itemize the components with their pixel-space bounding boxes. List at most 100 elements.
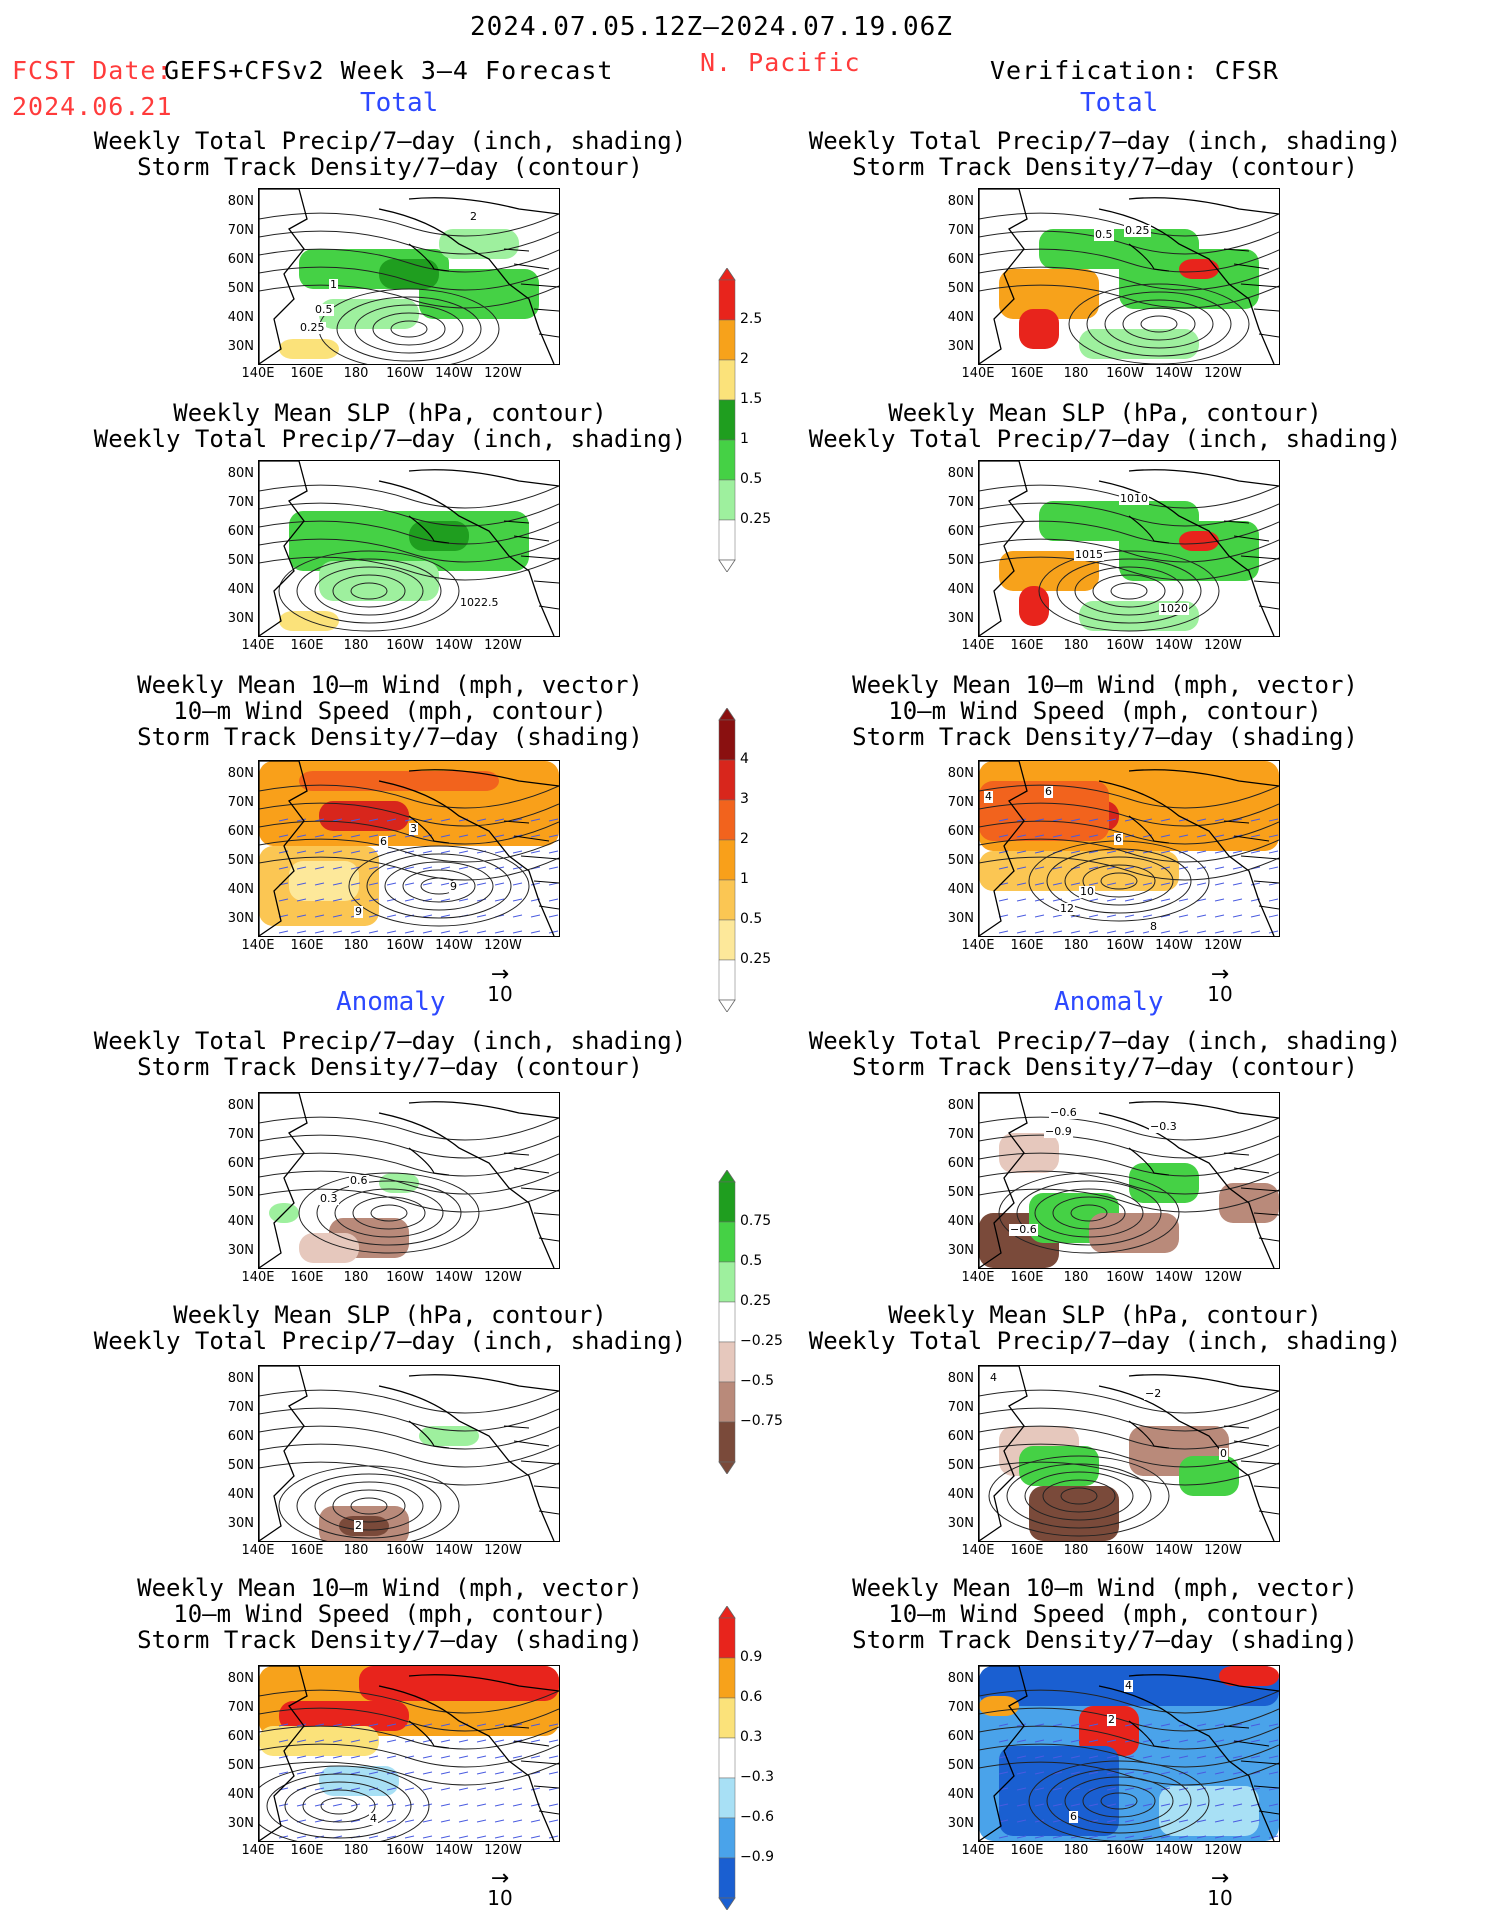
shading-area [1179,531,1219,551]
lat-tick-label: 80N [227,766,254,781]
title-line: Weekly Mean SLP (hPa, contour) [173,1301,607,1329]
colorbar-tick-label: −0.5 [740,1373,774,1389]
lat-tick-label: 40N [227,1214,254,1229]
contour-label: 3 [409,822,418,835]
lon-tick-label: 160E [1010,1270,1044,1285]
lon-tick-label: 140E [241,638,275,653]
colorbar-top-arrow [718,1606,736,1619]
colorbar-segment [718,319,736,361]
title-line: Weekly Mean SLP (hPa, contour) [888,1301,1322,1329]
contour-label: 4 [984,790,993,803]
shading-area [279,339,339,359]
colorbar-tick-label: 0.5 [740,911,763,927]
map-panel-cfsr-anom-wind: 4 2 6 [978,1665,1280,1842]
title-line: Storm Track Density/7–day (shading) [852,1626,1358,1654]
colorbar-tick-label: 0.25 [740,511,772,527]
vector-ref-label: 10 [487,1886,513,1910]
colorbar-tick-label: 0.5 [740,471,763,487]
colorbar-tick-label: 1.5 [740,391,763,407]
lon-tick-label: 160E [1010,366,1044,381]
map-panel-cfsr-total-precip: 0.5 0.25 [978,188,1280,365]
contour-label: 6 [379,835,388,848]
lat-tick-label: 40N [227,1787,254,1802]
colorbar-tick-label: 0.6 [740,1689,763,1705]
lon-tick-label: 160W [1106,638,1144,653]
colorbar-tick-label: 2 [740,831,749,847]
shading-area [1039,229,1199,269]
lon-tick-label: 160W [1106,938,1144,953]
lon-tick-label: 180 [1063,938,1089,953]
lon-tick-label: 140W [435,1270,473,1285]
colorbar-bottom-arrow [718,1897,736,1910]
lat-tick-label: 30N [947,611,974,626]
shading-area [359,1666,559,1701]
lat-tick-label: 30N [947,339,974,354]
lat-tick-label: 60N [947,524,974,539]
title-line: 10–m Wind Speed (mph, contour) [888,697,1322,725]
colorbar-tick-label: 0.3 [740,1729,763,1745]
colorbar-tick-label: 2.5 [740,311,763,327]
colorbar-segment [718,1737,736,1779]
title-fcst-anom-slp: Weekly Mean SLP (hPa, contour) Weekly To… [60,1302,720,1354]
contour-label: −2 [1144,1387,1163,1400]
lat-tick-label: 30N [947,911,974,926]
lat-tick-label: 50N [227,281,254,296]
lon-tick-label: 140W [1155,1843,1193,1858]
colorbar-segment [718,1697,736,1739]
lon-tick-label: 120W [1204,1270,1242,1285]
map-panel-cfsr-anom-slp: 4 −2 0 [978,1365,1280,1542]
section-total-left: Total [360,88,439,118]
lon-tick-label: 140E [961,638,995,653]
title-line: Weekly Total Precip/7–day (inch, shading… [808,1327,1402,1355]
colorbar-segment [718,1261,736,1303]
colorbar-tick-label: 0.75 [740,1213,772,1229]
lon-tick-label: 180 [343,1270,369,1285]
contour-label: 1022.5 [459,596,500,609]
lat-tick-label: 80N [947,1371,974,1386]
colorbar-segment [718,1777,736,1819]
lon-tick-label: 160W [1106,1270,1144,1285]
title-line: 10–m Wind Speed (mph, contour) [173,697,607,725]
lat-tick-label: 30N [947,1816,974,1831]
colorbar-segment [718,1341,736,1383]
lon-tick-label: 140E [241,1543,275,1558]
lat-tick-label: 30N [947,1243,974,1258]
lon-tick-label: 160W [386,638,424,653]
title-cfsr-anom-wind: Weekly Mean 10–m Wind (mph, vector) 10–m… [775,1575,1435,1653]
contour-label: 0.6 [349,1174,369,1187]
lon-tick-label: 160E [1010,938,1044,953]
lat-tick-label: 80N [227,1098,254,1113]
lat-tick-label: 70N [947,223,974,238]
contour-label: 10 [1079,885,1095,898]
lat-tick-label: 80N [947,1098,974,1113]
title-line: Storm Track Density/7–day (contour) [852,153,1358,181]
vector-ref-label: 10 [487,982,513,1006]
date-range-title: 2024.07.05.12Z–2024.07.19.06Z [470,12,953,42]
shading-area [419,1426,479,1446]
lon-tick-label: 140E [241,366,275,381]
lat-tick-label: 70N [947,1400,974,1415]
lat-tick-label: 40N [227,310,254,325]
lon-tick-label: 160E [290,1843,324,1858]
lat-tick-label: 40N [227,882,254,897]
title-line: Storm Track Density/7–day (shading) [137,1626,643,1654]
lon-tick-label: 140E [961,1543,995,1558]
map-panel-fcst-total-slp: 1022.5 [258,460,560,637]
map-panel-fcst-anom-wind: 4 [258,1665,560,1842]
lat-tick-label: 30N [227,1816,254,1831]
lat-tick-label: 60N [947,824,974,839]
shading-area [379,259,439,289]
lat-tick-label: 80N [227,466,254,481]
lon-tick-label: 160W [386,366,424,381]
colorbar-tick-label: −0.75 [740,1413,783,1429]
contour-label: 6 [1069,1810,1078,1823]
contour-label: 1 [329,278,338,291]
lat-tick-label: 40N [947,1787,974,1802]
vector-ref-label: 10 [1207,1886,1233,1910]
shading-area [439,229,519,259]
lat-tick-label: 70N [227,1400,254,1415]
vector-ref-cfsr-total: → 10 [1200,964,1240,1007]
lat-tick-label: 30N [227,339,254,354]
section-anomaly-right: Anomaly [1054,987,1164,1017]
lon-tick-label: 160E [1010,1843,1044,1858]
